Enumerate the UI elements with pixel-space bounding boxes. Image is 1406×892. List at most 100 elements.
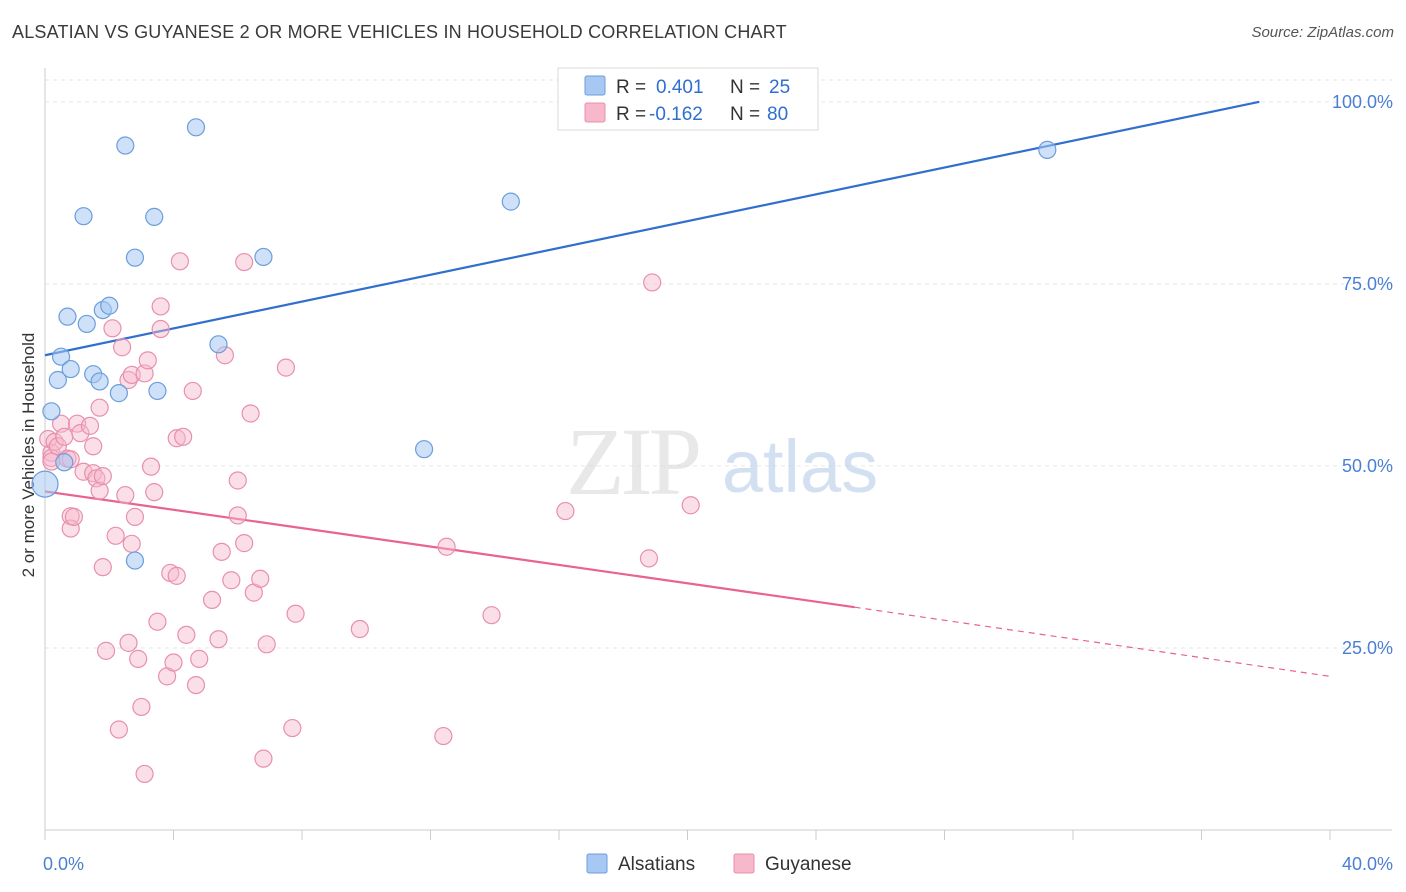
- point-guyanese-62: [228, 506, 247, 525]
- point-guyanese-51: [174, 427, 193, 446]
- point-guyanese-73: [350, 619, 369, 639]
- point-guyanese-38: [135, 764, 154, 784]
- correlation-legend: R = 0.401 N = 25 R = -0.162 N = 80: [557, 67, 819, 131]
- point-guyanese-72: [286, 604, 305, 623]
- point-guyanese-39: [138, 351, 157, 370]
- point-guyanese-12: [64, 507, 84, 526]
- point-guyanese-21: [90, 398, 109, 417]
- y-tick-label-2: 50.0%: [1342, 456, 1393, 476]
- y-tick-label-1: 75.0%: [1342, 274, 1393, 294]
- point-guyanese-61: [228, 471, 247, 490]
- trend-lines: [44, 100, 1331, 677]
- point-alsatians-0: [31, 470, 59, 498]
- point-guyanese-20: [90, 481, 109, 500]
- point-guyanese-36: [132, 697, 151, 717]
- point-guyanese-34: [125, 507, 145, 526]
- point-guyanese-22: [93, 467, 112, 486]
- point-guyanese-29: [116, 485, 135, 505]
- point-guyanese-47: [164, 653, 183, 672]
- point-guyanese-49: [167, 566, 186, 585]
- x-tick-label-0: 0.0%: [43, 854, 84, 874]
- point-guyanese-67: [251, 569, 270, 588]
- legend-r-label-1: R =: [616, 77, 646, 98]
- point-guyanese-32: [119, 633, 138, 652]
- legend-n-value-2: 80: [767, 104, 788, 125]
- point-guyanese-11: [61, 519, 80, 538]
- point-guyanese-63: [235, 534, 254, 553]
- bottom-legend-guyanese: Guyanese: [765, 854, 852, 875]
- point-guyanese-44: [151, 319, 170, 339]
- point-guyanese-74: [434, 726, 453, 746]
- point-guyanese-50: [170, 252, 190, 271]
- point-alsatians-17: [186, 118, 206, 137]
- bottom-legend-alsatians: Alsatians: [618, 854, 695, 875]
- point-alsatians-21: [501, 192, 520, 211]
- legend-n-label-1: N =: [730, 77, 760, 98]
- point-guyanese-41: [145, 483, 164, 502]
- x-tick-label-1: 40.0%: [1342, 854, 1393, 874]
- point-alsatians-13: [116, 136, 135, 155]
- point-alsatians-12: [109, 384, 128, 403]
- point-alsatians-1: [42, 402, 61, 421]
- legend-r-label-2: R =: [616, 104, 646, 125]
- point-guyanese-25: [103, 319, 122, 338]
- point-alsatians-11: [100, 296, 119, 315]
- axes: [44, 68, 1392, 840]
- point-guyanese-42: [148, 612, 167, 631]
- point-guyanese-23: [93, 558, 112, 577]
- point-guyanese-43: [151, 297, 170, 316]
- point-alsatians-22: [1038, 140, 1057, 160]
- watermark-zip: ZIP: [566, 408, 699, 515]
- point-guyanese-70: [276, 358, 296, 377]
- point-alsatians-6: [77, 314, 96, 334]
- point-guyanese-14: [71, 424, 90, 443]
- legend-swatch-guyanese: [584, 102, 606, 123]
- point-alsatians-7: [74, 207, 93, 226]
- point-alsatians-3: [51, 347, 71, 366]
- y-axis-label: 2 or more Vehicles in Household: [19, 333, 38, 578]
- point-guyanese-53: [183, 381, 202, 401]
- point-alsatians-16: [148, 381, 167, 401]
- y-tick-label-3: 25.0%: [1342, 638, 1393, 658]
- point-alsatians-4: [58, 307, 77, 326]
- point-guyanese-28: [112, 338, 132, 357]
- point-guyanese-79: [639, 549, 659, 568]
- point-guyanese-78: [643, 273, 662, 292]
- watermark-atlas: atlas: [722, 425, 878, 508]
- point-alsatians-5: [61, 359, 80, 379]
- point-alsatians-18: [209, 335, 228, 354]
- series-legend: Alsatians Guyanese: [586, 853, 852, 875]
- point-guyanese-54: [186, 675, 206, 695]
- point-alsatians-19: [254, 247, 273, 267]
- point-guyanese-55: [190, 649, 209, 668]
- legend-n-label-2: N =: [730, 104, 760, 125]
- point-guyanese-80: [681, 496, 700, 515]
- chart-title: ALSATIAN VS GUYANESE 2 OR MORE VEHICLES …: [12, 22, 787, 42]
- point-alsatians-20: [414, 440, 434, 459]
- data-points: [31, 118, 1057, 784]
- point-guyanese-35: [129, 649, 148, 668]
- point-guyanese-30: [119, 370, 138, 390]
- point-guyanese-58: [212, 542, 231, 561]
- point-guyanese-16: [80, 416, 100, 435]
- legend-r-value-2: -0.162: [649, 104, 703, 125]
- point-alsatians-24: [125, 551, 145, 570]
- point-guyanese-40: [141, 457, 161, 476]
- point-guyanese-7: [55, 427, 74, 446]
- point-guyanese-52: [177, 625, 196, 644]
- point-guyanese-33: [122, 534, 141, 553]
- bottom-swatch-alsatians: [586, 853, 608, 874]
- legend-n-value-1: 25: [769, 77, 790, 98]
- point-guyanese-64: [235, 252, 254, 272]
- legend-swatch-alsatians: [584, 75, 606, 96]
- source-label: Source: ZipAtlas.com: [1251, 24, 1394, 41]
- point-guyanese-75: [437, 537, 456, 556]
- point-guyanese-77: [556, 501, 575, 521]
- point-guyanese-69: [257, 635, 276, 654]
- point-guyanese-24: [96, 641, 116, 660]
- point-alsatians-23: [55, 453, 74, 472]
- point-alsatians-9: [90, 372, 109, 391]
- point-alsatians-14: [125, 248, 145, 267]
- trend-line-alsatians: [44, 100, 1260, 357]
